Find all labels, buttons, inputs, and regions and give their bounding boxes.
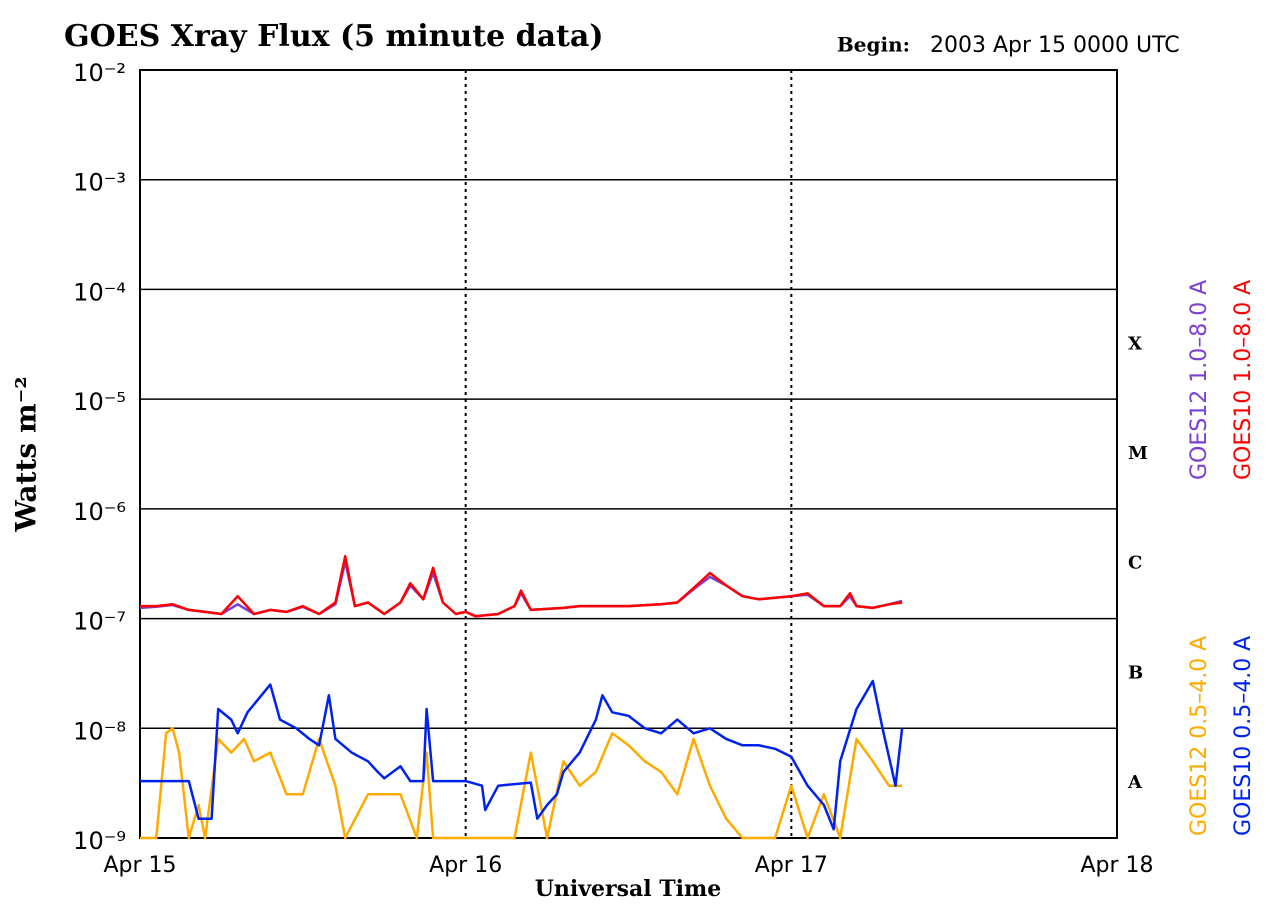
y-tick-label: 10⁻⁵	[73, 388, 126, 416]
flare-class: C	[1128, 553, 1142, 574]
y-tick-label: 10⁻⁴	[73, 278, 126, 306]
begin-label: Begin:	[837, 33, 910, 57]
y-tick-label: 10⁻⁹	[73, 827, 126, 855]
legend-entry: GOES10 1.0–8.0 A	[1231, 280, 1256, 480]
x-axis-label: Universal Time	[535, 876, 722, 902]
x-tick-label: Apr 15	[103, 853, 176, 878]
x-tick-label: Apr 18	[1080, 853, 1153, 878]
legend-entry: GOES12 0.5–4.0 A	[1187, 636, 1212, 836]
chart-title: GOES Xray Flux (5 minute data)	[64, 19, 604, 54]
begin-value: 2003 Apr 15 0000 UTC	[930, 33, 1180, 58]
flare-class: A	[1127, 772, 1143, 793]
flare-class: M	[1128, 443, 1148, 464]
series-line	[139, 560, 903, 618]
legend-entry: GOES10 0.5–4.0 A	[1231, 636, 1256, 836]
series-line	[140, 727, 903, 840]
series-line	[140, 679, 904, 831]
y-tick-label: 10⁻⁷	[73, 608, 126, 636]
flare-class: B	[1128, 662, 1143, 683]
x-tick-label: Apr 16	[429, 853, 502, 878]
y-axis-label: Watts m⁻²	[10, 376, 43, 532]
x-tick-label: Apr 17	[755, 853, 828, 878]
y-tick-label: 10⁻⁶	[73, 498, 126, 526]
legend-entry: GOES12 1.0–8.0 A	[1187, 280, 1212, 480]
series-line	[140, 554, 903, 618]
y-tick-label: 10⁻³	[73, 169, 126, 197]
y-tick-label: 10⁻²	[73, 59, 126, 87]
y-tick-label: 10⁻⁸	[73, 717, 126, 745]
flare-class: X	[1128, 333, 1142, 354]
